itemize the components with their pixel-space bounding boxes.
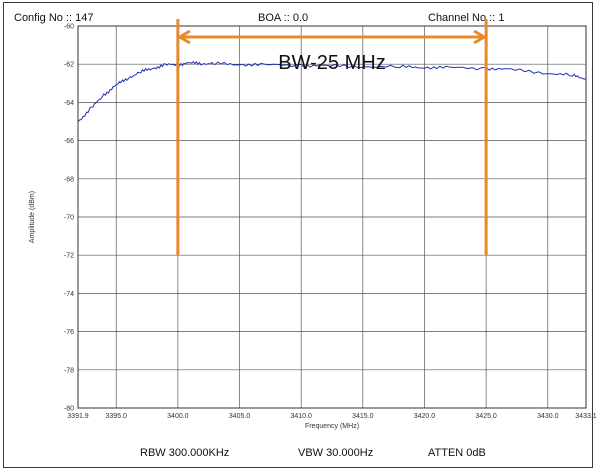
- y-tick-label: -64: [64, 100, 74, 107]
- y-tick-label: -80: [64, 406, 74, 413]
- atten-label: ATTEN 0dB: [428, 447, 486, 459]
- boa-label: BOA :: 0.0: [258, 12, 309, 24]
- y-tick-label: -72: [64, 253, 74, 260]
- y-tick-label: -78: [64, 367, 74, 374]
- x-tick-label: 3391.9: [67, 413, 89, 420]
- x-axis-label: Frequency (MHz): [305, 423, 359, 430]
- x-tick-label: 3415.0: [352, 413, 374, 420]
- grid-lines: [77, 25, 587, 409]
- vbw-label: VBW 30.000Hz: [298, 447, 374, 459]
- y-tick-label: -68: [64, 176, 74, 183]
- bandwidth-annotation: [176, 19, 488, 256]
- x-tick-labels: 3391.9 3395.0 3400.0 3405.0 3410.0 3415.0 3420…: [67, 413, 597, 420]
- x-tick-label: 3420.0: [414, 413, 436, 420]
- x-tick-label: 3405.0: [229, 413, 251, 420]
- x-tick-label: 3433.1: [575, 413, 597, 420]
- bandwidth-arrow-head-right: [473, 29, 488, 45]
- x-tick-label: 3425.0: [475, 413, 497, 420]
- y-tick-label: -74: [64, 291, 74, 298]
- config-number-label: Config No :: 147: [14, 12, 94, 24]
- y-tick-label: -60: [64, 24, 74, 31]
- rbw-label: RBW 300.000KHz: [140, 447, 230, 459]
- y-tick-label: -76: [64, 329, 74, 336]
- x-tick-label: 3400.0: [167, 413, 189, 420]
- chart-frame: [3, 2, 593, 468]
- y-tick-labels: -60 -62 -64 -66 -68 -70 -72 -74 -76 -78 -80: [64, 24, 74, 413]
- y-axis-label: Amplitude (dBm): [29, 191, 36, 243]
- y-tick-label: -62: [64, 62, 74, 69]
- x-tick-label: 3410.0: [290, 413, 312, 420]
- bandwidth-arrow-head-left: [176, 29, 191, 45]
- plot-border: [77, 25, 587, 409]
- bandwidth-label: BW-25 MHz: [278, 52, 385, 74]
- y-tick-label: -66: [64, 138, 74, 145]
- y-tick-label: -70: [64, 215, 74, 222]
- x-tick-label: 3430.0: [537, 413, 559, 420]
- x-tick-label: 3395.0: [106, 413, 128, 420]
